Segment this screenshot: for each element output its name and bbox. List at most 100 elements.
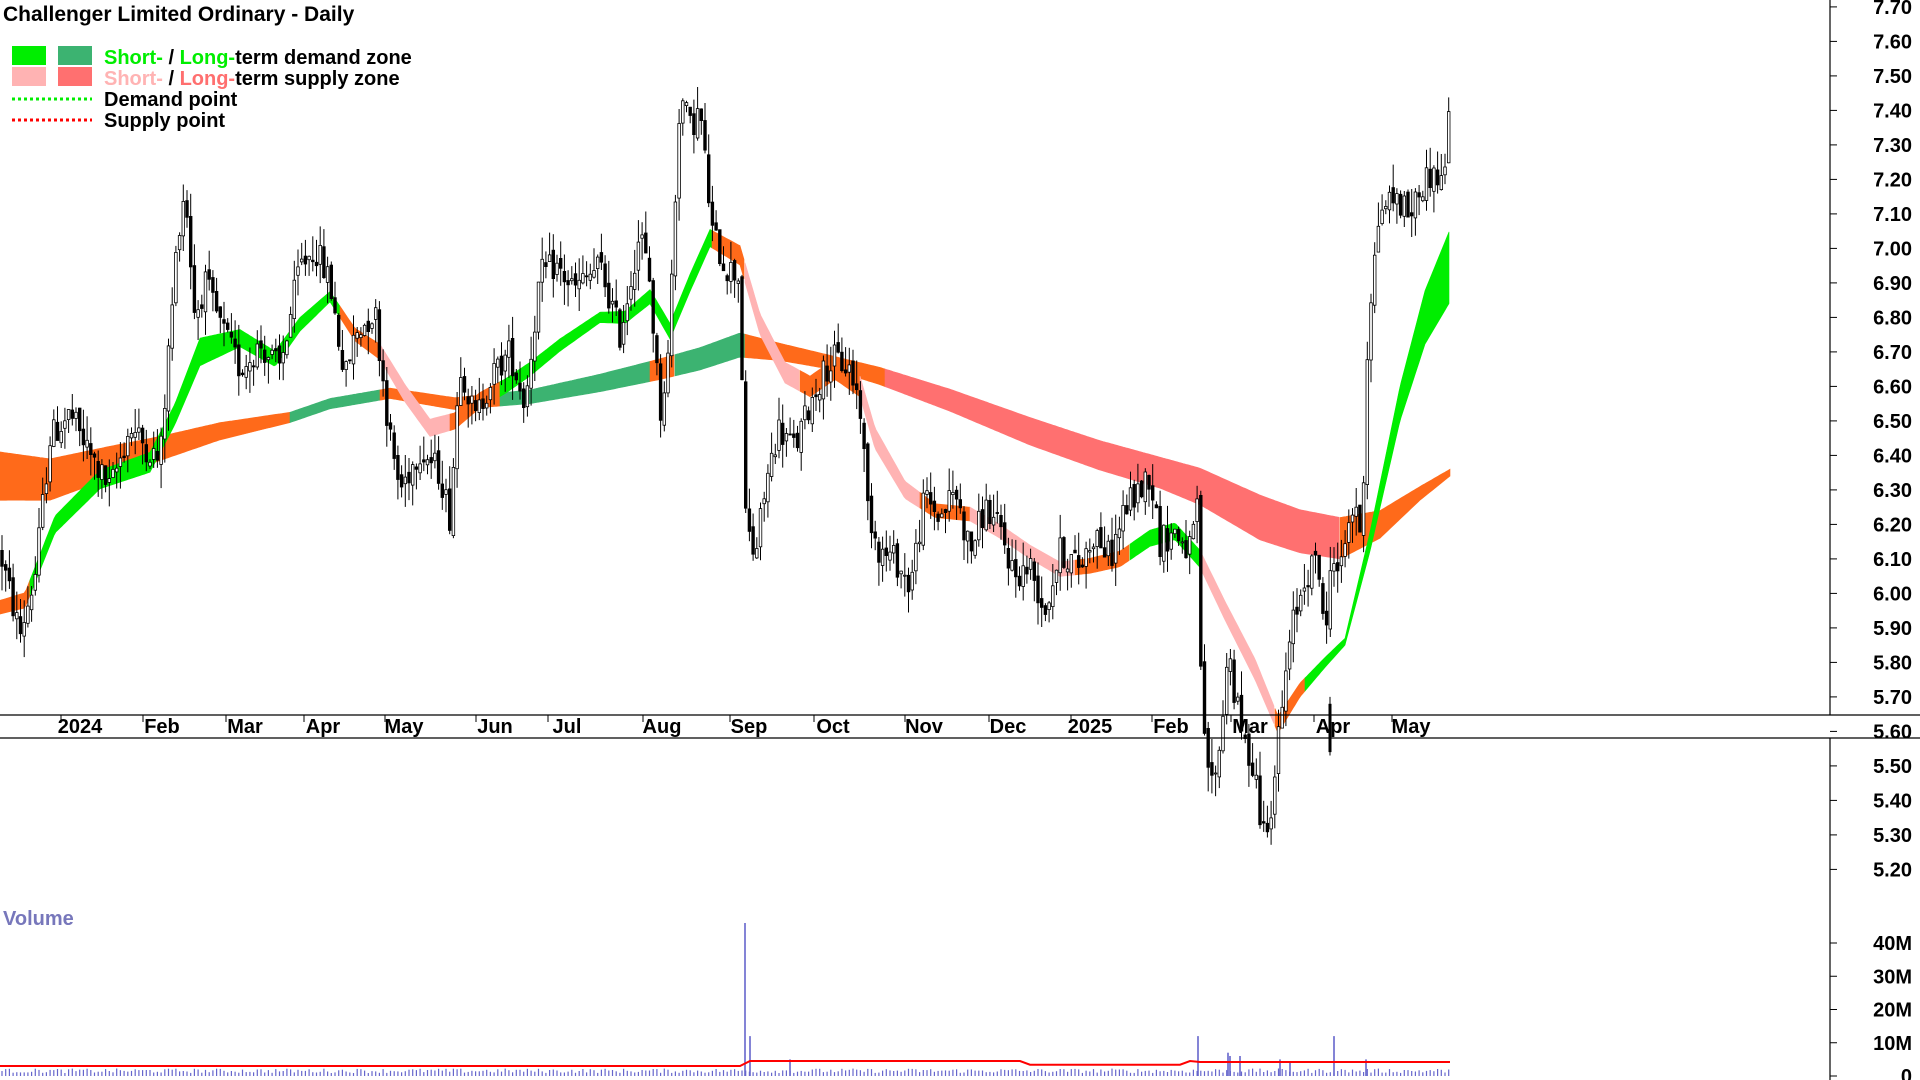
- candle: [740, 274, 744, 381]
- candle: [610, 288, 615, 323]
- candle: [936, 511, 940, 531]
- short-term-zone-segment-6: [711, 229, 745, 279]
- candle: [207, 250, 211, 291]
- candle: [1180, 537, 1184, 554]
- candle: [603, 255, 607, 297]
- candle: [836, 323, 840, 354]
- candle: [873, 520, 877, 551]
- candle: [510, 316, 515, 400]
- price-tick-label: 6.00: [1873, 583, 1912, 605]
- candle: [692, 99, 696, 154]
- candle: [1114, 514, 1118, 586]
- candle: [614, 279, 618, 316]
- candle: [555, 254, 559, 282]
- volume-pane: [0, 923, 1450, 1076]
- candle: [633, 249, 637, 307]
- candle: [943, 508, 948, 534]
- candle: [418, 445, 422, 480]
- candle: [1247, 724, 1251, 787]
- candle: [33, 556, 37, 596]
- candle: [577, 258, 581, 311]
- candle: [744, 370, 748, 513]
- candle: [1077, 532, 1081, 585]
- date-tick-label: Sep: [731, 716, 768, 738]
- candle: [1321, 577, 1325, 620]
- candle: [958, 483, 962, 514]
- candle: [1121, 490, 1125, 550]
- candle: [29, 586, 34, 622]
- candle: [1276, 709, 1281, 792]
- candle: [1151, 464, 1155, 519]
- short-term-zone-segment-14: [1199, 550, 1275, 724]
- candle: [621, 305, 626, 354]
- candle: [44, 467, 49, 504]
- candle: [433, 434, 437, 469]
- candle: [429, 439, 433, 479]
- candle: [551, 234, 555, 298]
- candle: [1380, 194, 1384, 226]
- candle: [1058, 514, 1062, 591]
- candle: [0, 535, 4, 591]
- candle: [921, 479, 925, 551]
- candle: [658, 354, 663, 438]
- candle: [818, 387, 822, 413]
- candle: [1398, 190, 1403, 219]
- short-term-zone-segment-12: [1074, 544, 1130, 576]
- candle: [59, 421, 63, 448]
- candle: [755, 537, 759, 559]
- candle: [1128, 471, 1133, 517]
- price-tick-label: 7.70: [1873, 0, 1912, 19]
- candle: [244, 354, 248, 390]
- candle: [1165, 505, 1170, 572]
- candle: [747, 488, 752, 542]
- candle: [129, 427, 134, 446]
- candle: [211, 270, 215, 312]
- date-axis-labels: 2024 Feb Mar Apr May Jun Jul Aug Sep Oct Nov Dec 202…: [58, 716, 1432, 738]
- candle: [1225, 653, 1229, 725]
- candle: [1302, 564, 1307, 605]
- candle: [518, 361, 522, 400]
- candle: [1421, 190, 1425, 203]
- candle: [714, 210, 718, 231]
- candle: [910, 559, 914, 600]
- candle: [52, 409, 56, 448]
- candle: [18, 599, 23, 643]
- short-term-zone-segment-7: [744, 262, 800, 392]
- candle: [858, 381, 863, 434]
- candle: [266, 356, 271, 384]
- price-tick-label: 6.60: [1873, 376, 1912, 398]
- candle: [866, 442, 870, 521]
- candle: [1424, 149, 1429, 211]
- candle: [1376, 202, 1381, 253]
- candle: [1347, 509, 1351, 559]
- candle: [470, 386, 474, 425]
- candle: [892, 530, 896, 564]
- candle: [396, 445, 400, 500]
- candle: [288, 306, 293, 338]
- candle: [7, 550, 12, 589]
- candle: [196, 300, 200, 340]
- date-tick-label: May: [385, 716, 425, 738]
- candle: [181, 184, 185, 251]
- candle: [118, 442, 123, 489]
- candle: [695, 87, 700, 141]
- candle: [806, 406, 811, 425]
- legend-item: Short- / Long-term demand zone: [12, 46, 412, 69]
- candle: [1254, 758, 1258, 789]
- candle: [296, 249, 300, 296]
- candle: [906, 567, 911, 613]
- candle: [1287, 629, 1292, 681]
- legend-swatch-long: [58, 46, 92, 65]
- candle: [100, 459, 104, 499]
- candle: [1273, 765, 1277, 829]
- candle: [1239, 671, 1244, 740]
- candle: [969, 531, 974, 564]
- date-tick-label: Apr: [306, 716, 341, 738]
- candle: [529, 336, 533, 406]
- short-term-zone-segment-0: [0, 579, 31, 615]
- candle: [1088, 538, 1092, 564]
- candle: [1228, 649, 1233, 686]
- candle: [1413, 188, 1418, 236]
